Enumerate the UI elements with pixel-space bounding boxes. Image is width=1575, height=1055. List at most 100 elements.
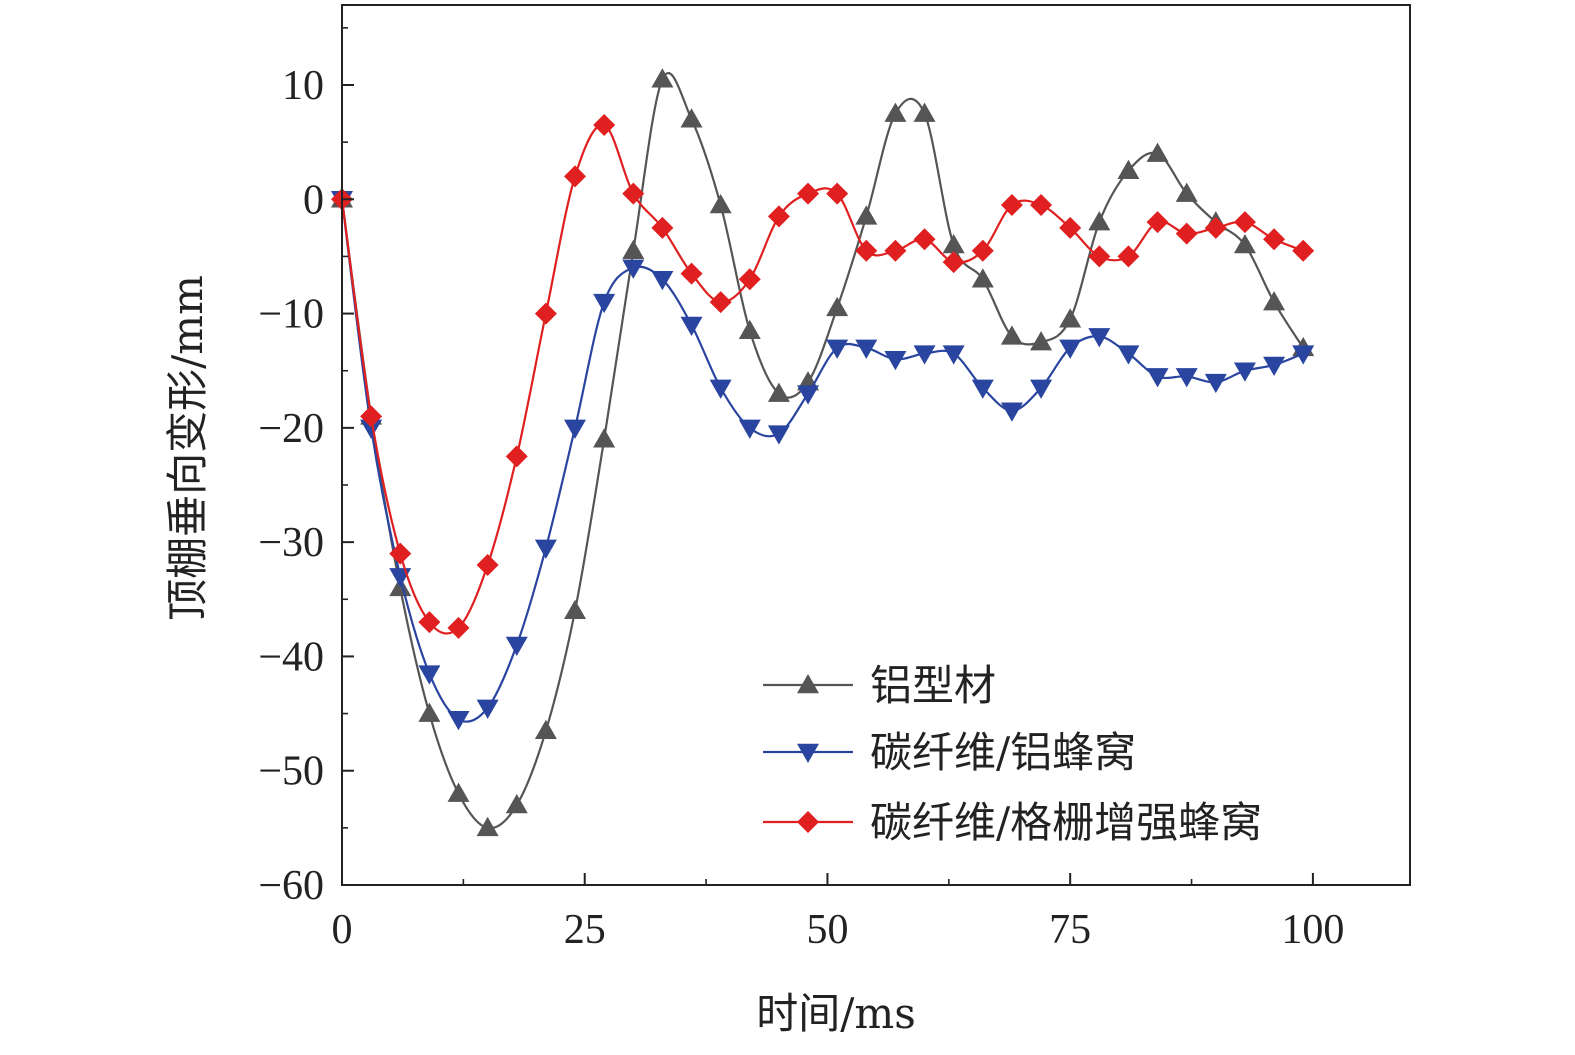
x-axis-title: 时间/ms: [756, 989, 916, 1038]
series-3-point: [1263, 228, 1286, 251]
series-2-point: [1175, 368, 1198, 388]
x-tick-label: 75: [1049, 907, 1091, 953]
series-2-point: [360, 419, 383, 439]
y-tick-label: −20: [258, 406, 324, 452]
legend-marker: [797, 811, 819, 833]
series-1-point: [447, 782, 470, 802]
series-2-point: [505, 636, 528, 656]
x-tick-label: 100: [1281, 907, 1344, 953]
series-3: [331, 114, 1315, 639]
x-tick-label: 0: [332, 907, 353, 953]
series-1-point: [767, 382, 790, 402]
series-3-point: [1088, 245, 1111, 268]
series-layer: [331, 68, 1315, 837]
series-3-point: [767, 205, 790, 228]
series-2-point: [1233, 362, 1256, 382]
series-3-point: [942, 251, 965, 274]
series-3-point: [1233, 211, 1256, 234]
legend-item-3: 碳纤维/格栅增强蜂窝: [763, 798, 1262, 847]
series-1-point: [1117, 159, 1140, 179]
series-2-point: [1030, 379, 1053, 399]
series-1-point: [1059, 308, 1082, 328]
series-2-point: [651, 271, 674, 291]
series-3-point: [797, 182, 820, 205]
series-3-point: [884, 239, 907, 262]
series-1-point: [1233, 234, 1256, 254]
y-tick-label: −50: [258, 749, 324, 795]
y-tick-label: 0: [303, 177, 324, 223]
series-3-point: [564, 165, 587, 188]
y-axis-title: 顶棚垂向变形/mm: [163, 275, 212, 621]
series-1-point: [534, 719, 557, 739]
series-3-point: [1146, 211, 1169, 234]
series-1-point: [1000, 325, 1023, 345]
series-2-point: [593, 293, 616, 314]
series-3-point: [709, 291, 732, 314]
series-3-point: [593, 114, 616, 136]
series-1-point: [1175, 182, 1198, 202]
series-3-point: [1292, 239, 1315, 262]
legend-label: 碳纤维/铝蜂窝: [870, 728, 1136, 777]
series-3-point: [738, 268, 761, 291]
x-tick-label: 25: [564, 907, 606, 953]
series-1-point: [622, 239, 645, 259]
series-1-point: [564, 599, 587, 619]
series-1-point: [680, 108, 703, 128]
series-1-point: [593, 428, 616, 448]
series-3-point: [360, 405, 383, 428]
series-1-point: [971, 268, 994, 288]
series-3-point: [1000, 194, 1023, 216]
series-1-point: [1146, 142, 1169, 162]
legend-label: 铝型材: [870, 661, 996, 710]
legend-item-1: 铝型材: [763, 661, 996, 710]
series-1-point: [476, 816, 499, 837]
series-3-point: [855, 239, 878, 262]
series-1-point: [855, 205, 878, 225]
series-1-point: [709, 194, 732, 214]
series-1-point: [1088, 211, 1111, 231]
series-3-point: [534, 302, 557, 325]
series-3-point: [913, 228, 936, 251]
series-2-point: [1000, 402, 1023, 422]
series-3-point: [1117, 245, 1140, 268]
series-1: [331, 68, 1315, 837]
series-3-point: [971, 239, 994, 262]
y-tick-label: 10: [282, 63, 324, 109]
series-2-point: [564, 419, 587, 439]
legend-item-2: 碳纤维/铝蜂窝: [763, 728, 1136, 777]
series-1-line: [340, 71, 1305, 830]
series-1-point: [1263, 291, 1286, 311]
series-3-point: [1175, 222, 1198, 245]
series-2-point: [418, 665, 441, 685]
series-3-point: [1204, 216, 1227, 239]
series-2-point: [1204, 373, 1227, 394]
series-2-point: [534, 539, 557, 559]
series-2-point: [826, 339, 849, 359]
series-2-point: [942, 345, 965, 365]
series-2-point: [447, 711, 470, 731]
series-3-point: [680, 262, 703, 285]
series-2-point: [1263, 356, 1286, 376]
legend-marker: [797, 743, 819, 763]
series-1-point: [826, 296, 849, 317]
series-3-point: [389, 542, 412, 565]
series-2-point: [622, 259, 645, 279]
series-2-point: [1117, 345, 1140, 365]
series-3-point: [622, 182, 645, 205]
series-2-point: [1146, 368, 1169, 388]
series-2-point: [767, 425, 790, 445]
axes-layer: 100−10−20−30−40−50−600 25 50 75 100: [258, 4, 1411, 953]
series-3-point: [1059, 216, 1082, 239]
series-1-point: [738, 319, 761, 339]
series-2-point: [709, 379, 732, 399]
plot-frame: [341, 4, 1411, 886]
series-2-point: [884, 351, 907, 371]
series-2-point: [476, 699, 499, 719]
series-3-point: [447, 616, 470, 639]
y-tick-label: −40: [258, 634, 324, 680]
series-2-point: [913, 345, 936, 365]
legend-marker: [797, 674, 819, 694]
series-1-point: [913, 102, 936, 122]
